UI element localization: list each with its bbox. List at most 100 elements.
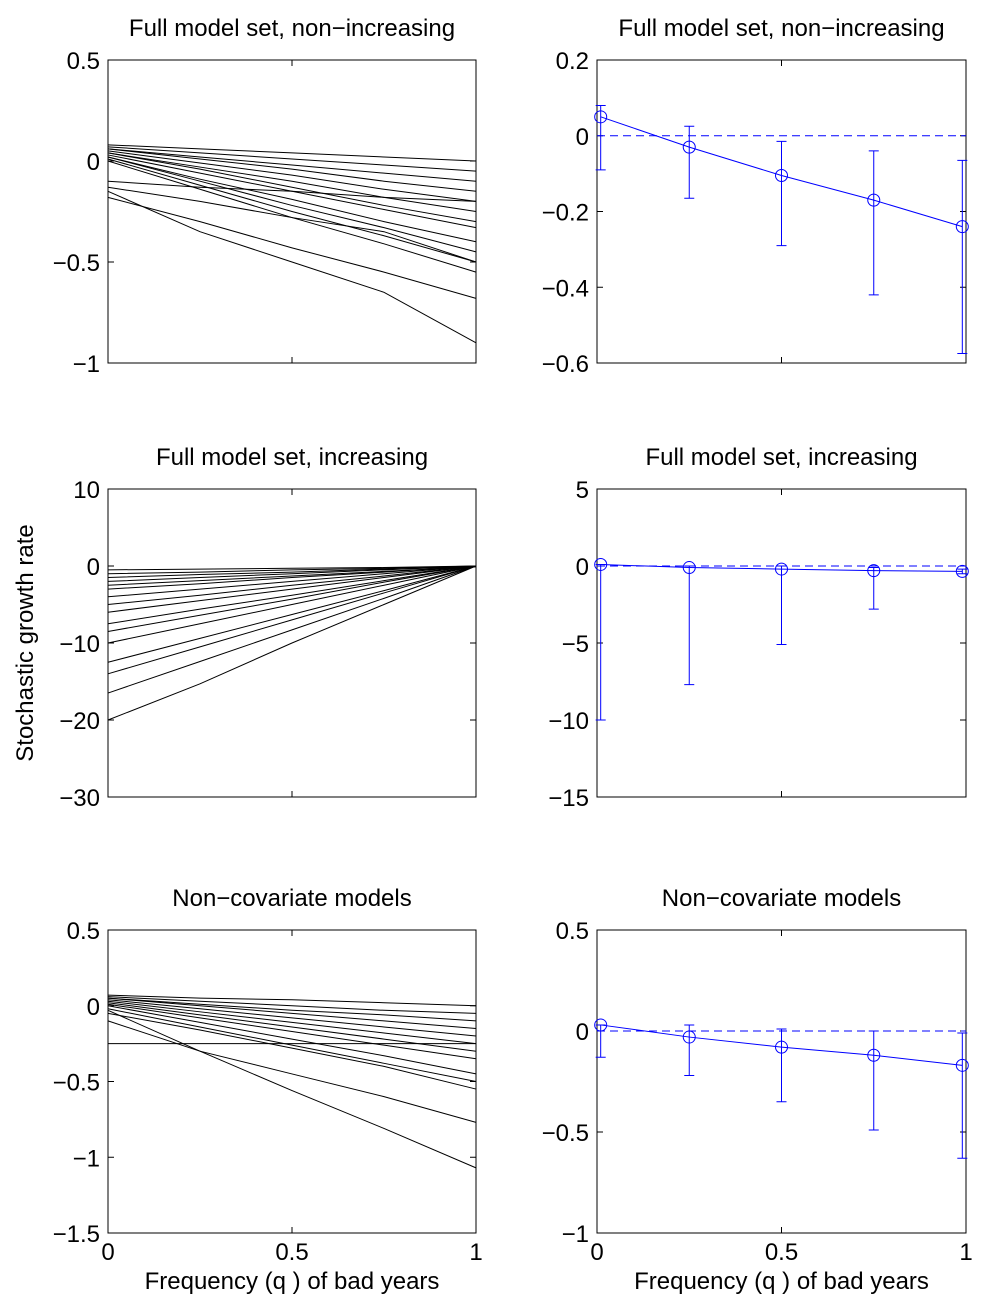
series-line [107,158,477,263]
y-tick-label: −0.2 [542,200,589,227]
y-tick-label: −15 [548,785,589,812]
y-tick-label: 0 [576,1019,589,1046]
series-line [107,565,477,675]
marker [775,1040,788,1054]
series-line [107,565,477,613]
y-tick-label: 0 [87,149,100,176]
marker [867,1048,881,1062]
series-line [107,1008,477,1082]
y-tick-label: −10 [59,631,100,658]
series-line [107,186,477,263]
error-bar [957,1032,968,1159]
y-tick-label: −1 [562,1221,589,1248]
y-tick-label: −0.6 [542,351,589,378]
series-line [107,144,477,162]
series-line [107,148,477,192]
y-tick-label: 10 [73,477,100,504]
x-axis-label: Frequency (q ) of bad years [145,1268,440,1295]
series-line [107,565,477,598]
x-tick-label: 0 [590,1239,603,1266]
x-tick-label: 0.5 [765,1239,798,1266]
y-tick-label: 0.5 [556,918,589,945]
y-tick-label: 0 [87,994,100,1021]
series-line [107,1003,477,1060]
error-bar [684,125,695,199]
error-bar [684,1024,695,1076]
series-line [107,565,477,644]
series-line [600,116,963,228]
series-line [107,565,477,571]
y-tick-label: 0 [87,554,100,581]
axes-box [107,929,477,1234]
marker [867,193,881,207]
series-line [107,565,477,694]
error-bar [957,159,968,355]
series-line [107,1000,477,1045]
marker [682,561,696,575]
error-bar [776,1028,787,1103]
series-line [107,565,477,625]
series-line [600,1024,963,1066]
y-tick-label: 0.5 [67,918,100,945]
y-tick-label: −30 [59,785,100,812]
error-bar [776,140,787,247]
y-tick-label: −0.5 [542,1120,589,1147]
series-line [107,565,477,582]
series-line [107,999,477,1037]
series-line [107,146,477,172]
y-tick-label: 0 [576,554,589,581]
error-bar [868,150,879,296]
x-tick-label: 1 [469,1239,482,1266]
y-tick-label: −0.5 [53,1070,100,1097]
y-tick-label: −5 [562,631,589,658]
y-tick-label: −1 [73,351,100,378]
series-line [107,565,477,663]
marker [955,564,969,578]
chart-title: Non−covariate models [662,885,901,912]
x-tick-label: 0 [101,1239,114,1266]
series-line [107,196,477,299]
x-tick-label: 0.5 [275,1239,308,1266]
error-bar [684,565,695,686]
y-tick-label: 0 [576,124,589,151]
marker [682,140,696,154]
series-line [107,1005,477,1075]
series-line [107,996,477,1014]
series-line [107,565,477,575]
series-line [107,994,477,1007]
series-line [107,148,477,182]
series-line [107,150,477,202]
marker [955,220,969,234]
y-tick-label: 0.2 [556,48,589,75]
marker [594,1018,608,1032]
chart-title: Non−covariate models [172,885,411,912]
error-bar [595,104,606,171]
y-tick-label: 5 [576,477,589,504]
series-line [107,180,477,202]
x-tick-label: 1 [959,1239,972,1266]
chart-title: Full model set, non−increasing [618,15,944,42]
marker [594,557,608,571]
series-line [107,565,477,590]
y-tick-label: −20 [59,708,100,735]
y-tick-label: −0.4 [542,275,589,302]
marker [955,1058,969,1072]
x-axis-label: Frequency (q ) of bad years [634,1268,929,1295]
marker [867,564,881,578]
chart-title: Full model set, increasing [156,444,428,471]
series-line [107,997,477,1022]
chart-title: Full model set, increasing [645,444,917,471]
y-tick-label: −1 [73,1145,100,1172]
series-line [107,190,477,344]
marker [775,169,788,183]
error-bar [868,1030,879,1131]
series-line [107,565,477,605]
y-tick-label: −0.5 [53,250,100,277]
series-line [107,997,477,1029]
series-line [107,152,477,223]
series-line [107,1002,477,1052]
y-tick-label: −1.5 [53,1221,100,1248]
series-line [107,152,477,212]
y-tick-label: 0.5 [67,48,100,75]
